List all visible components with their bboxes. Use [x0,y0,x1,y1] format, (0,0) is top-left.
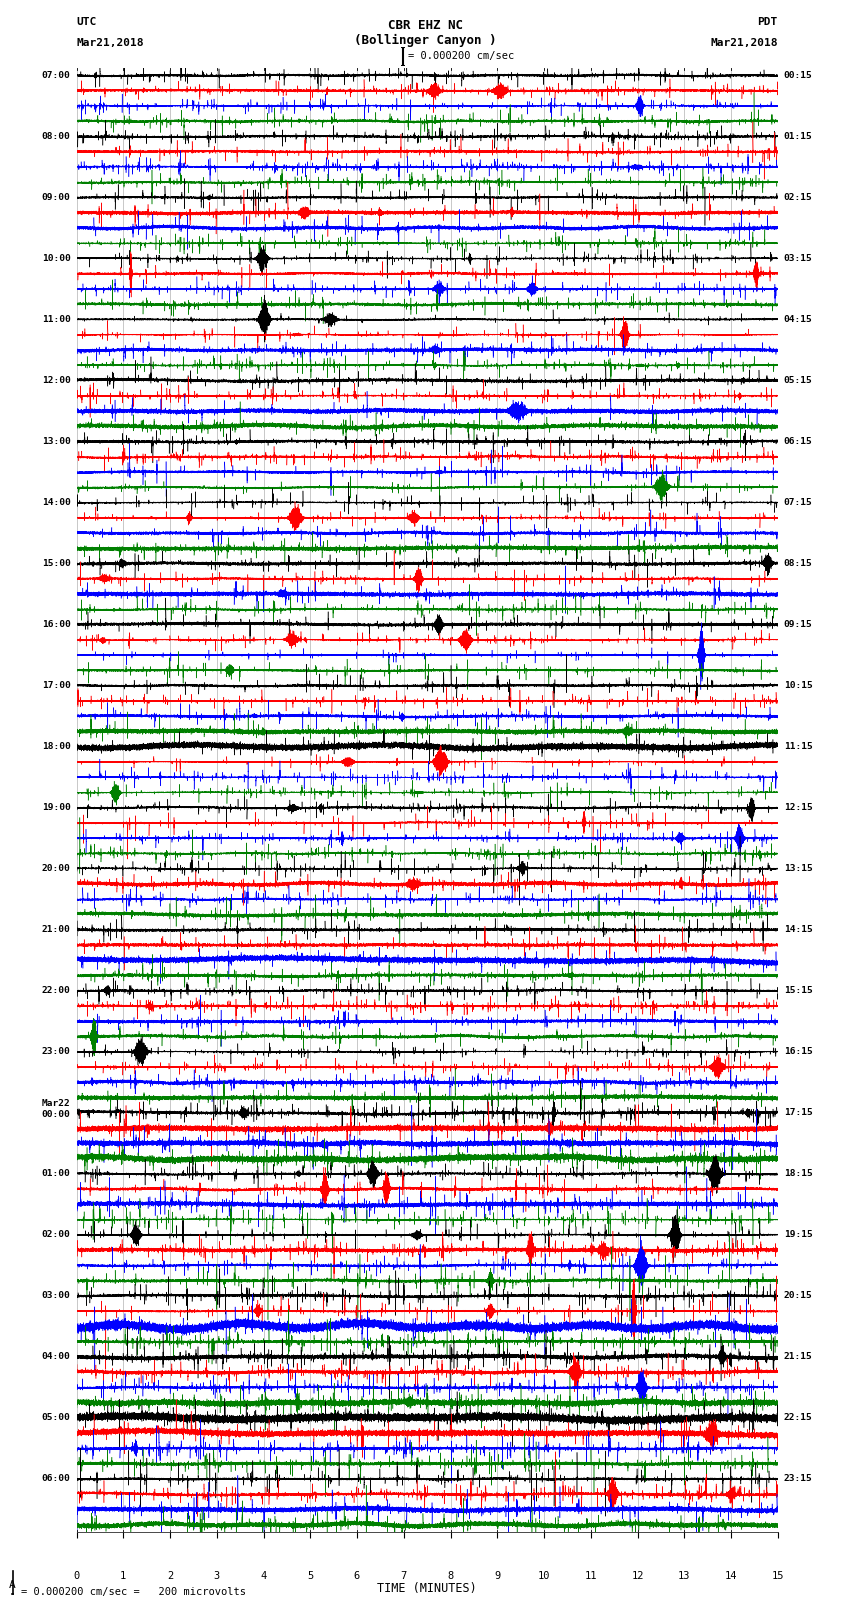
Text: 06:15: 06:15 [784,437,813,447]
Text: 07:00: 07:00 [42,71,71,81]
Text: (Bollinger Canyon ): (Bollinger Canyon ) [354,34,496,47]
Text: CBR EHZ NC: CBR EHZ NC [388,19,462,32]
Text: 18:15: 18:15 [784,1169,813,1179]
Text: 16:00: 16:00 [42,619,71,629]
X-axis label: TIME (MINUTES): TIME (MINUTES) [377,1582,477,1595]
Text: 06:00: 06:00 [42,1474,71,1484]
Text: 14:15: 14:15 [784,926,813,934]
Text: 23:00: 23:00 [42,1047,71,1057]
Text: 18:00: 18:00 [42,742,71,752]
Text: 09:15: 09:15 [784,619,813,629]
Text: 15:00: 15:00 [42,560,71,568]
Text: 07:15: 07:15 [784,498,813,506]
Text: 23:15: 23:15 [784,1474,813,1484]
Text: 01:00: 01:00 [42,1169,71,1179]
Text: 08:15: 08:15 [784,560,813,568]
Text: 20:00: 20:00 [42,865,71,873]
Text: 04:00: 04:00 [42,1352,71,1361]
Text: 14:00: 14:00 [42,498,71,506]
Text: Mar21,2018: Mar21,2018 [711,39,778,48]
Text: 19:00: 19:00 [42,803,71,813]
Text: UTC: UTC [76,18,97,27]
Text: 09:00: 09:00 [42,194,71,202]
Text: 03:00: 03:00 [42,1292,71,1300]
Text: PDT: PDT [757,18,778,27]
Text: 10:00: 10:00 [42,253,71,263]
Text: 16:15: 16:15 [784,1047,813,1057]
Text: = 0.000200 cm/sec =   200 microvolts: = 0.000200 cm/sec = 200 microvolts [21,1587,246,1597]
Text: A: A [8,1581,15,1590]
Text: 10:15: 10:15 [784,681,813,690]
Text: 21:00: 21:00 [42,926,71,934]
Text: 00:00: 00:00 [42,1110,71,1119]
Text: Mar21,2018: Mar21,2018 [76,39,144,48]
Text: 21:15: 21:15 [784,1352,813,1361]
Text: 22:15: 22:15 [784,1413,813,1423]
Text: 05:00: 05:00 [42,1413,71,1423]
Text: 19:15: 19:15 [784,1231,813,1239]
Text: 13:00: 13:00 [42,437,71,447]
Text: 17:00: 17:00 [42,681,71,690]
Text: 00:15: 00:15 [784,71,813,81]
Text: 11:15: 11:15 [784,742,813,752]
Text: 12:00: 12:00 [42,376,71,386]
Text: 22:00: 22:00 [42,986,71,995]
Text: 02:00: 02:00 [42,1231,71,1239]
Text: 01:15: 01:15 [784,132,813,140]
Text: 08:00: 08:00 [42,132,71,140]
Text: 03:15: 03:15 [784,253,813,263]
Text: = 0.000200 cm/sec: = 0.000200 cm/sec [408,52,514,61]
Text: 05:15: 05:15 [784,376,813,386]
Text: 13:15: 13:15 [784,865,813,873]
Text: Mar22: Mar22 [42,1098,71,1108]
Text: 20:15: 20:15 [784,1292,813,1300]
Text: 04:15: 04:15 [784,315,813,324]
Text: 11:00: 11:00 [42,315,71,324]
Text: 17:15: 17:15 [784,1108,813,1118]
Text: 15:15: 15:15 [784,986,813,995]
Text: 12:15: 12:15 [784,803,813,813]
Text: 02:15: 02:15 [784,194,813,202]
